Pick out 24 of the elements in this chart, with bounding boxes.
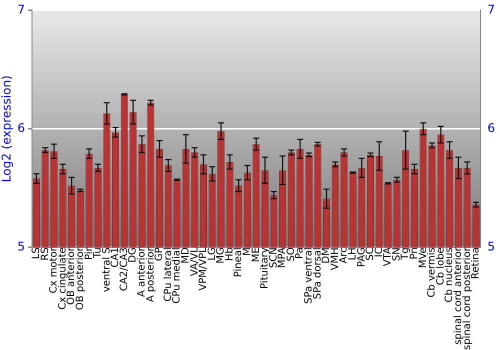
- y-tick-label: 5: [17, 239, 26, 254]
- x-tick-label: Hb: [224, 247, 236, 262]
- x-tick-label: OB posterior: [74, 246, 86, 310]
- y-tick-label: 7: [17, 2, 26, 16]
- y2-tick-label: 5: [487, 239, 496, 254]
- x-tick-label: Cb lobe: [435, 247, 446, 286]
- x-tick-label: RS: [40, 247, 51, 261]
- x-tick-label: A posterior: [145, 246, 156, 302]
- x-tick-label: GP: [154, 247, 166, 262]
- y-tick-label: 6: [17, 120, 26, 135]
- x-tick-label: DG: [128, 247, 139, 263]
- x-tick-label: LH: [347, 247, 358, 260]
- x-tick-label: MD: [180, 246, 192, 264]
- y2-tick-label: 7: [487, 2, 496, 16]
- x-tick-label: Pituitary: [260, 247, 271, 290]
- x-tick-label: Retina: [470, 247, 482, 280]
- y-axis-title: Log2 (expression): [0, 75, 14, 182]
- x-tick-label: spinal cord anterior: [452, 246, 464, 345]
- x-tick-label: Tg: [400, 247, 412, 261]
- x-tick-label: MVe: [418, 247, 429, 268]
- x-tick-label: spinal cord posterior: [462, 246, 473, 350]
- x-tick-label: Pa: [294, 247, 306, 260]
- x-tick-label: ME: [250, 247, 262, 262]
- y2-tick-label: 6: [487, 120, 496, 135]
